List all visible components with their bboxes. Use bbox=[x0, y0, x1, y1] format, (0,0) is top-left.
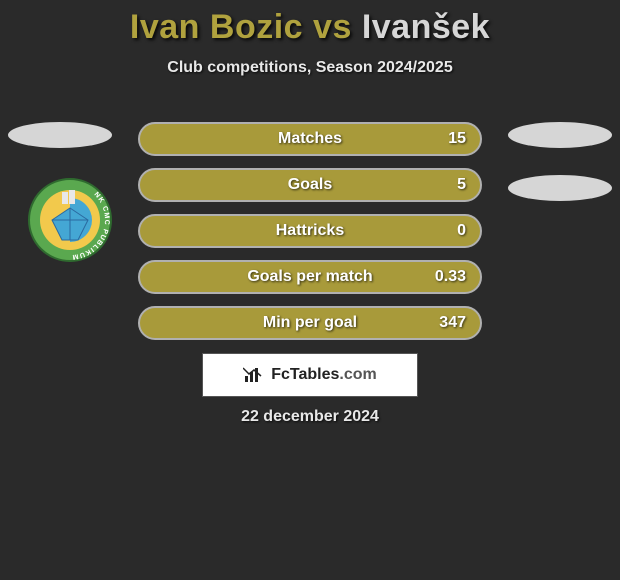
stat-row-goals-per-match: Goals per match 0.33 bbox=[138, 260, 482, 294]
date-label: 22 december 2024 bbox=[0, 408, 620, 426]
stat-value: 15 bbox=[448, 124, 466, 154]
logo-name: FcTables bbox=[271, 366, 339, 383]
vs-separator: vs bbox=[313, 8, 352, 46]
player2-name: Ivanšek bbox=[362, 8, 490, 46]
stat-label: Goals per match bbox=[140, 262, 480, 292]
player1-name: Ivan Bozic bbox=[130, 8, 303, 46]
avatar-placeholder-right-2 bbox=[508, 175, 612, 201]
stat-value: 347 bbox=[439, 308, 466, 338]
avatar-placeholder-right-1 bbox=[508, 122, 612, 148]
stats-panel: Matches 15 Goals 5 Hattricks 0 Goals per… bbox=[138, 122, 482, 352]
source-logo[interactable]: FcTables.com bbox=[202, 353, 418, 397]
club-crest: NK CMC PUBLIKUM bbox=[28, 178, 112, 262]
stat-value: 0 bbox=[457, 216, 466, 246]
stat-label: Min per goal bbox=[140, 308, 480, 338]
stat-label: Matches bbox=[140, 124, 480, 154]
comparison-card: Ivan Bozic vs Ivanšek Club competitions,… bbox=[0, 0, 620, 580]
bar-chart-icon bbox=[243, 366, 265, 384]
logo-text: FcTables.com bbox=[271, 366, 377, 384]
stat-label: Hattricks bbox=[140, 216, 480, 246]
avatar-placeholder-left bbox=[8, 122, 112, 148]
stat-label: Goals bbox=[140, 170, 480, 200]
stat-value: 0.33 bbox=[435, 262, 466, 292]
stat-row-matches: Matches 15 bbox=[138, 122, 482, 156]
stat-row-min-per-goal: Min per goal 347 bbox=[138, 306, 482, 340]
subtitle: Club competitions, Season 2024/2025 bbox=[0, 59, 620, 77]
stat-row-hattricks: Hattricks 0 bbox=[138, 214, 482, 248]
stat-value: 5 bbox=[457, 170, 466, 200]
logo-domain: .com bbox=[339, 366, 376, 383]
page-title: Ivan Bozic vs Ivanšek bbox=[0, 0, 620, 47]
stat-row-goals: Goals 5 bbox=[138, 168, 482, 202]
